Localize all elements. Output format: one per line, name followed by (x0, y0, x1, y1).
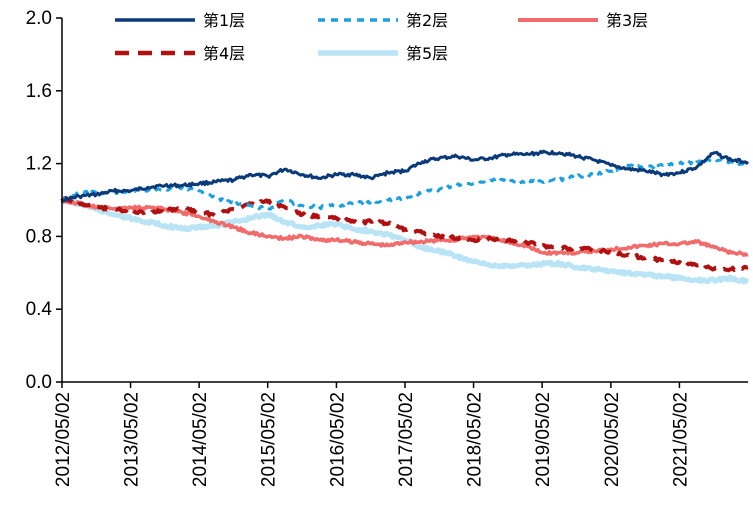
x-ticks: 2012/05/02 2013/05/02 2014/05/02 2015/05/02… (53, 382, 691, 487)
x-tick-label: 2013/05/02 (122, 392, 143, 487)
x-tick-label: 2018/05/02 (465, 392, 486, 487)
x-tick-label: 2015/05/02 (259, 392, 280, 487)
x-tick-label: 2014/05/02 (190, 392, 211, 487)
legend-label-2: 第2层 (406, 11, 448, 30)
series-line-4 (60, 196, 749, 273)
x-tick-label: 2016/05/02 (327, 392, 348, 487)
y-tick-label: 0.4 (26, 299, 53, 320)
x-tick-label: 2021/05/02 (670, 392, 691, 487)
x-tick-label: 2020/05/02 (602, 392, 623, 487)
legend-label-3: 第3层 (606, 11, 648, 30)
y-tick-label: 0.0 (26, 372, 52, 393)
y-tick-label: 1.2 (26, 154, 52, 175)
legend-label-5: 第5层 (406, 44, 448, 63)
legend-label-4: 第4层 (203, 44, 245, 63)
series-line-1 (61, 149, 750, 203)
plot-lines (59, 149, 750, 285)
legend-label-1: 第1层 (203, 11, 245, 30)
x-tick-label: 2012/05/02 (53, 392, 74, 487)
y-tick-label: 1.6 (26, 81, 52, 102)
series-line-5 (59, 198, 750, 285)
x-tick-label: 2019/05/02 (533, 392, 554, 487)
x-tick-label: 2017/05/02 (396, 392, 417, 487)
y-tick-label: 0.8 (26, 226, 52, 247)
y-ticks: 0.0 0.4 0.8 1.2 1.6 2.0 (26, 8, 62, 393)
y-tick-label: 2.0 (26, 8, 52, 29)
